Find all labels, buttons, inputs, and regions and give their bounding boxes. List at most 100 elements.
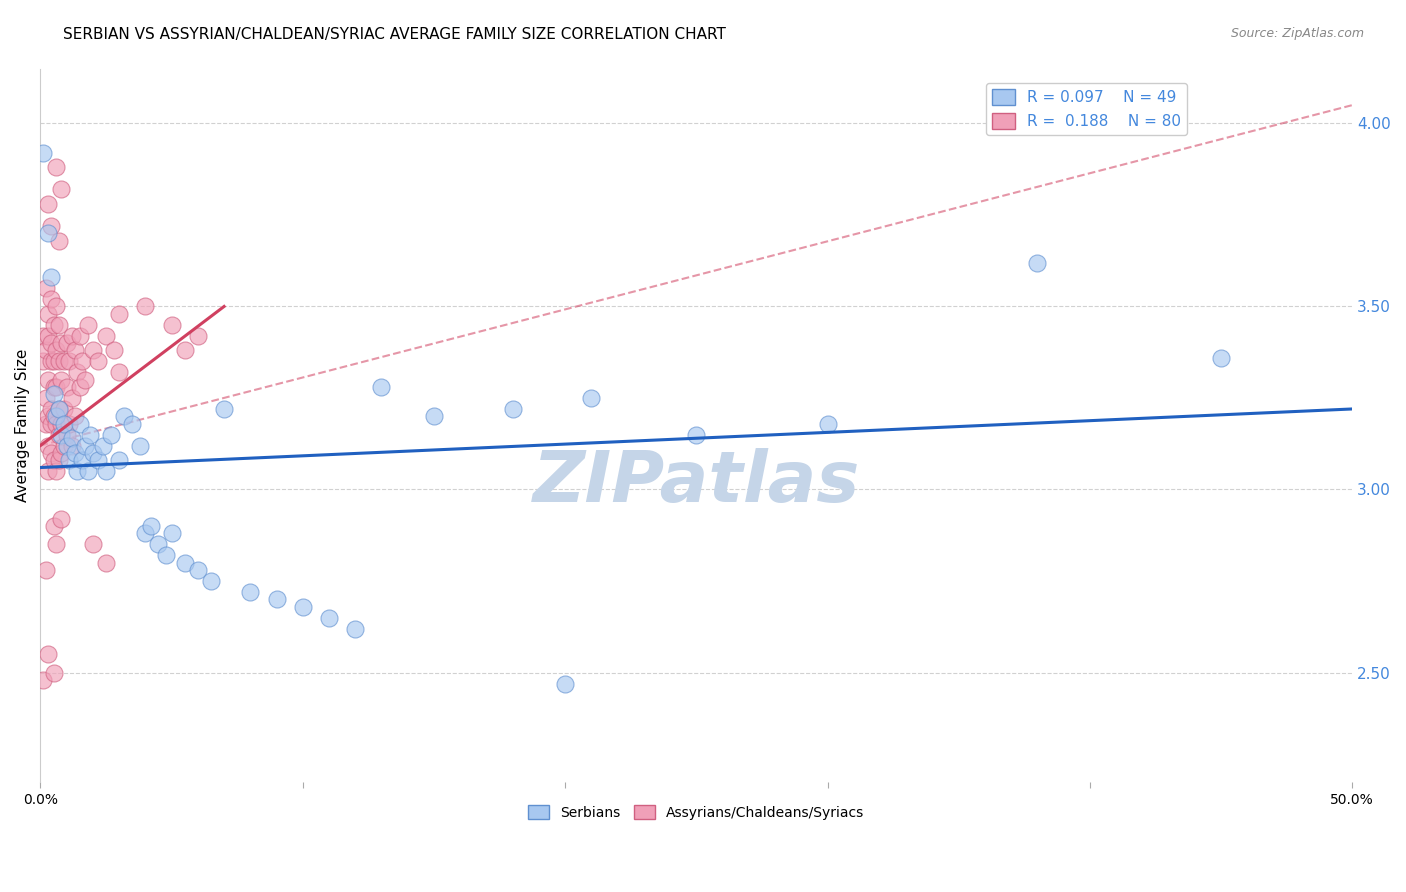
Point: [55, 380, 77, 394]
Point: [266, 592, 288, 607]
Point: [554, 676, 576, 690]
Point: [502, 401, 524, 416]
Point: [134, 526, 156, 541]
Point: [34, 343, 56, 358]
Point: [51, 446, 73, 460]
Point: [82, 446, 104, 460]
Point: [187, 328, 209, 343]
Point: [39, 354, 62, 368]
Point: [45, 161, 67, 175]
Point: [291, 599, 314, 614]
Point: [53, 354, 76, 368]
Point: [48, 318, 70, 332]
Point: [1209, 351, 1232, 365]
Point: [37, 226, 59, 240]
Point: [318, 610, 340, 624]
Point: [72, 354, 94, 368]
Point: [48, 401, 70, 416]
Point: [66, 464, 89, 478]
Point: [112, 409, 135, 424]
Point: [148, 537, 170, 551]
Point: [39, 336, 62, 351]
Point: [45, 409, 67, 424]
Point: [69, 417, 91, 431]
Point: [42, 665, 65, 680]
Point: [42, 318, 65, 332]
Point: [39, 446, 62, 460]
Text: Source: ZipAtlas.com: Source: ZipAtlas.com: [1230, 27, 1364, 40]
Point: [82, 537, 104, 551]
Point: [34, 417, 56, 431]
Point: [32, 328, 55, 343]
Point: [42, 409, 65, 424]
Y-axis label: Average Family Size: Average Family Size: [15, 349, 30, 502]
Point: [39, 401, 62, 416]
Point: [53, 401, 76, 416]
Point: [55, 427, 77, 442]
Point: [160, 526, 183, 541]
Point: [139, 519, 162, 533]
Point: [32, 673, 55, 687]
Point: [58, 417, 80, 431]
Point: [45, 300, 67, 314]
Point: [34, 281, 56, 295]
Point: [63, 409, 86, 424]
Point: [37, 647, 59, 661]
Point: [42, 453, 65, 467]
Point: [32, 145, 55, 160]
Point: [72, 453, 94, 467]
Point: [87, 453, 110, 467]
Point: [60, 391, 83, 405]
Point: [37, 464, 59, 478]
Point: [58, 354, 80, 368]
Point: [66, 365, 89, 379]
Point: [42, 387, 65, 401]
Point: [69, 328, 91, 343]
Point: [48, 453, 70, 467]
Point: [69, 380, 91, 394]
Point: [53, 439, 76, 453]
Point: [239, 585, 262, 599]
Point: [42, 354, 65, 368]
Point: [370, 380, 392, 394]
Point: [51, 512, 73, 526]
Point: [187, 563, 209, 577]
Point: [37, 197, 59, 211]
Point: [55, 439, 77, 453]
Point: [581, 391, 603, 405]
Point: [51, 427, 73, 442]
Point: [94, 464, 117, 478]
Point: [37, 439, 59, 453]
Point: [817, 417, 839, 431]
Point: [51, 336, 73, 351]
Point: [82, 343, 104, 358]
Point: [108, 307, 131, 321]
Point: [48, 234, 70, 248]
Point: [173, 556, 195, 570]
Point: [63, 446, 86, 460]
Point: [48, 401, 70, 416]
Point: [34, 391, 56, 405]
Point: [60, 439, 83, 453]
Point: [63, 343, 86, 358]
Point: [45, 417, 67, 431]
Point: [344, 622, 367, 636]
Point: [685, 427, 707, 442]
Point: [45, 464, 67, 478]
Point: [42, 519, 65, 533]
Legend: Serbians, Assyrians/Chaldeans/Syriacs: Serbians, Assyrians/Chaldeans/Syriacs: [523, 799, 870, 825]
Point: [39, 292, 62, 306]
Point: [108, 453, 131, 467]
Point: [134, 300, 156, 314]
Point: [48, 354, 70, 368]
Point: [42, 380, 65, 394]
Point: [129, 439, 152, 453]
Point: [160, 318, 183, 332]
Point: [76, 318, 98, 332]
Point: [87, 354, 110, 368]
Point: [48, 427, 70, 442]
Point: [100, 427, 122, 442]
Point: [37, 328, 59, 343]
Point: [79, 427, 101, 442]
Point: [51, 417, 73, 431]
